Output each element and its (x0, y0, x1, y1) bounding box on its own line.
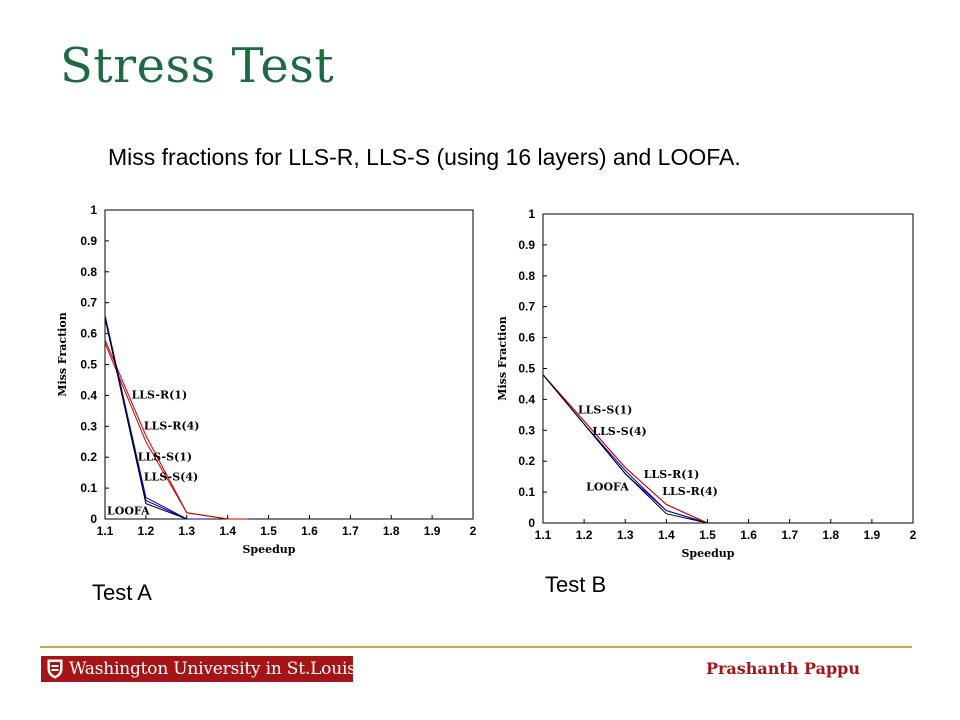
y-tick-label: 0.2 (80, 450, 97, 464)
x-tick-label: 2 (470, 524, 477, 538)
y-tick-label: 1 (90, 203, 97, 217)
slide-title: Stress Test (60, 38, 335, 94)
annotation-lls-r-1: LLS-R(1) (644, 468, 700, 481)
y-tick-label: 0.3 (80, 419, 97, 433)
annotation-loofa: LOOFA (107, 504, 150, 517)
y-tick-label: 0.8 (80, 265, 97, 279)
annotation-lls-r-4: LLS-R(4) (662, 485, 718, 498)
annotation-lls-s-1: LLS-S(1) (578, 403, 632, 416)
x-tick-label: 1.2 (138, 524, 155, 538)
annotation-lls-s-1: LLS-S(1) (138, 450, 192, 463)
x-tick-label: 1.8 (822, 528, 839, 542)
x-axis-label: Speedup (242, 543, 295, 556)
annotation-lls-s-4: LLS-S(4) (592, 425, 646, 438)
series-line-lls-s-1 (542, 374, 708, 524)
x-axis-label: Speedup (681, 547, 734, 560)
x-tick-label: 1.6 (301, 524, 318, 538)
series-line-lls-r-1 (542, 374, 708, 524)
series-line-lls-s-1 (104, 314, 208, 520)
y-tick-label: 0.5 (518, 362, 535, 376)
caption-test-b: Test B (545, 572, 607, 597)
y-tick-label: 0.8 (518, 269, 535, 283)
y-tick-label: 0.7 (518, 300, 535, 314)
slide-subtitle: Miss fractions for LLS-R, LLS-S (using 1… (108, 144, 741, 170)
x-tick-label: 1.2 (576, 528, 593, 542)
chart-test-a: 0 0.1 0.2 0.3 0.4 0.5 0.6 0.7 0.8 0.9 1 1.1 1.2 1.3 1.… (56, 203, 477, 556)
annotation-loofa: LOOFA (586, 481, 629, 494)
x-tick-label: 1.5 (260, 524, 277, 538)
author-name: Prashanth Pappu (705, 659, 860, 678)
y-tick-label: 1 (528, 207, 535, 221)
university-shield-icon (47, 659, 63, 679)
x-tick-label: 1.4 (219, 524, 236, 538)
y-tick-label: 0 (90, 512, 97, 526)
x-tick-label: 1.5 (699, 528, 716, 542)
y-tick-label: 0.1 (518, 485, 535, 499)
x-tick-label: 1.1 (97, 524, 114, 538)
x-tick-label: 1.1 (535, 528, 552, 542)
y-tick-label: 0.7 (80, 296, 97, 310)
series-line-lls-s-4 (542, 374, 708, 524)
y-axis-label: Miss Fraction (496, 316, 509, 400)
series-line-loofa (542, 374, 708, 524)
y-tick-label: 0.2 (518, 454, 535, 468)
university-logo: Washington University in St.Louis (41, 656, 356, 682)
chart-test-b: 0 0.1 0.2 0.3 0.4 0.5 0.6 0.7 0.8 0.9 1 1.1 1.2 1.3 1.… (496, 207, 917, 560)
x-tick-label: 1.7 (342, 524, 359, 538)
annotation-lls-r-4: LLS-R(4) (144, 419, 200, 432)
y-tick-label: 0.4 (518, 392, 535, 406)
y-tick-label: 0.9 (80, 234, 97, 248)
x-tick-label: 1.8 (383, 524, 400, 538)
x-tick-label: 1.7 (781, 528, 798, 542)
logo-text: Washington University in St.Louis (69, 659, 356, 679)
y-axis-label: Miss Fraction (56, 312, 69, 396)
series-line-lls-r-4 (104, 342, 249, 520)
x-tick-label: 1.3 (178, 524, 195, 538)
y-tick-label: 0.1 (80, 481, 97, 495)
y-tick-label: 0 (528, 516, 535, 530)
annotation-lls-r-1: LLS-R(1) (132, 388, 188, 401)
plot-frame (542, 213, 914, 524)
x-tick-label: 1.9 (424, 524, 441, 538)
annotation-lls-s-4: LLS-S(4) (144, 470, 198, 483)
x-tick-label: 1.6 (740, 528, 757, 542)
x-tick-label: 1.3 (617, 528, 634, 542)
series-line-loofa (104, 318, 187, 520)
x-tick-label: 2 (910, 528, 917, 542)
caption-test-a: Test A (92, 580, 152, 605)
x-tick-label: 1.4 (658, 528, 675, 542)
series-line-lls-r-4 (542, 374, 708, 524)
x-tick-label: 1.9 (864, 528, 881, 542)
y-tick-label: 0.9 (518, 238, 535, 252)
y-tick-label: 0.4 (80, 388, 97, 402)
footer-rule (40, 646, 912, 648)
y-tick-label: 0.6 (80, 327, 97, 341)
y-tick-label: 0.3 (518, 423, 535, 437)
y-tick-label: 0.5 (80, 358, 97, 372)
y-tick-label: 0.6 (518, 331, 535, 345)
